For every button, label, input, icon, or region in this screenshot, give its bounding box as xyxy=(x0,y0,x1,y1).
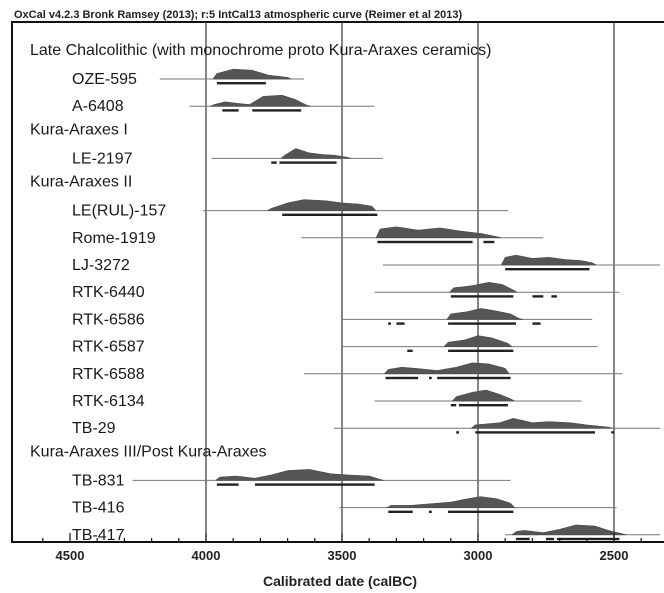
sample-row: TB-831 xyxy=(72,469,511,489)
sample-row: LE-2197 xyxy=(72,148,383,167)
sample-row: RTK-6588 xyxy=(72,362,623,383)
sample-label: LE(RUL)-157 xyxy=(72,203,166,220)
range-bar xyxy=(556,537,620,541)
group-label: Kura-Araxes III/Post Kura-Araxes xyxy=(30,443,267,460)
range-bar xyxy=(388,510,413,513)
x-tick-label: 4000 xyxy=(192,548,221,563)
x-axis: 4500 4000 3500 3000 2500 xyxy=(42,533,642,563)
range-bar xyxy=(483,240,495,244)
probability-distribution xyxy=(209,94,311,107)
probability-distribution xyxy=(386,496,516,508)
range-bar xyxy=(271,161,277,164)
sample-label: LJ-3272 xyxy=(72,257,130,274)
sample-label: TB-416 xyxy=(72,500,125,517)
sample-row: Rome-1919 xyxy=(72,226,544,247)
range-bar xyxy=(252,109,302,112)
range-bar xyxy=(385,376,419,380)
sample-row: RTK-6587 xyxy=(72,335,598,356)
range-bar xyxy=(216,82,266,85)
sample-row: RTK-6440 xyxy=(72,282,620,301)
x-tick-label: 2500 xyxy=(600,548,629,563)
probability-distribution xyxy=(214,469,385,481)
range-bar xyxy=(458,404,508,407)
probability-distribution xyxy=(443,335,513,347)
probability-distribution xyxy=(446,308,523,320)
group-label: Late Chalcolithic (with monochrome proto… xyxy=(30,42,492,59)
probability-distribution xyxy=(375,226,502,239)
probability-distribution xyxy=(448,282,518,293)
range-bar xyxy=(448,510,514,513)
range-bar xyxy=(532,295,544,298)
probability-distribution xyxy=(470,418,613,429)
range-bar xyxy=(437,376,511,380)
sample-row: LE(RUL)-157 xyxy=(72,199,508,220)
range-bar xyxy=(396,322,405,325)
range-bar xyxy=(429,376,432,380)
probability-distribution xyxy=(212,68,292,80)
sample-row: TB-417 xyxy=(72,524,661,544)
probability-distribution xyxy=(280,148,352,159)
sample-row: A-6408 xyxy=(72,94,375,115)
sample-row: OZE-595 xyxy=(72,68,304,88)
range-bar xyxy=(216,483,239,486)
range-bar xyxy=(546,537,555,541)
sample-label: TB-29 xyxy=(72,420,116,437)
range-bar xyxy=(475,431,595,434)
probability-distribution xyxy=(267,199,377,211)
range-bar xyxy=(532,322,541,325)
sample-label: TB-417 xyxy=(72,527,125,544)
range-bar xyxy=(388,322,391,325)
x-tick-label: 4500 xyxy=(56,548,85,563)
sample-label: OZE-595 xyxy=(72,71,137,88)
sample-label: RTK-6134 xyxy=(72,393,145,410)
range-bar xyxy=(282,213,378,216)
group-label: Kura-Araxes I xyxy=(30,121,128,138)
range-bar xyxy=(254,483,375,486)
sample-label: LE-2197 xyxy=(72,150,133,167)
sample-label: RTK-6587 xyxy=(72,339,145,356)
sample-label: TB-831 xyxy=(72,472,125,489)
range-bar xyxy=(505,268,590,271)
range-bar xyxy=(407,349,413,352)
range-bar xyxy=(448,322,517,325)
sample-row: TB-416 xyxy=(72,496,617,517)
sample-label: A-6408 xyxy=(72,98,124,115)
range-bar xyxy=(222,109,239,112)
probability-distribution xyxy=(500,254,597,266)
x-axis-label: Calibrated date (calBC) xyxy=(263,573,417,589)
probability-distribution xyxy=(451,389,515,402)
range-bar xyxy=(377,240,473,244)
probability-distribution xyxy=(511,524,627,536)
range-bar xyxy=(279,161,337,164)
sample-row: RTK-6134 xyxy=(72,389,582,410)
range-bar xyxy=(429,510,432,513)
sample-row: RTK-6586 xyxy=(72,308,593,328)
range-bar xyxy=(516,537,530,541)
range-bar xyxy=(611,431,614,434)
sample-label: RTK-6440 xyxy=(72,284,145,301)
sample-rows: Late Chalcolithic (with monochrome proto… xyxy=(30,42,661,544)
sample-label: RTK-6588 xyxy=(72,366,145,383)
group-label: Kura-Araxes II xyxy=(30,174,132,191)
sample-row: TB-29 xyxy=(72,418,661,437)
gridlines xyxy=(205,22,615,542)
range-bar xyxy=(551,295,557,298)
sample-row: LJ-3272 xyxy=(72,254,661,274)
x-tick-label: 3500 xyxy=(328,548,357,563)
chart-header: OxCal v4.2.3 Bronk Ramsey (2013); r:5 In… xyxy=(14,9,462,21)
range-bar xyxy=(456,431,459,434)
range-bar xyxy=(450,404,457,407)
probability-distribution xyxy=(383,362,510,375)
sample-label: Rome-1919 xyxy=(72,230,156,247)
range-bar xyxy=(450,295,514,298)
x-tick-label: 3000 xyxy=(464,548,493,563)
sample-label: RTK-6586 xyxy=(72,311,145,328)
range-bar xyxy=(448,349,514,352)
